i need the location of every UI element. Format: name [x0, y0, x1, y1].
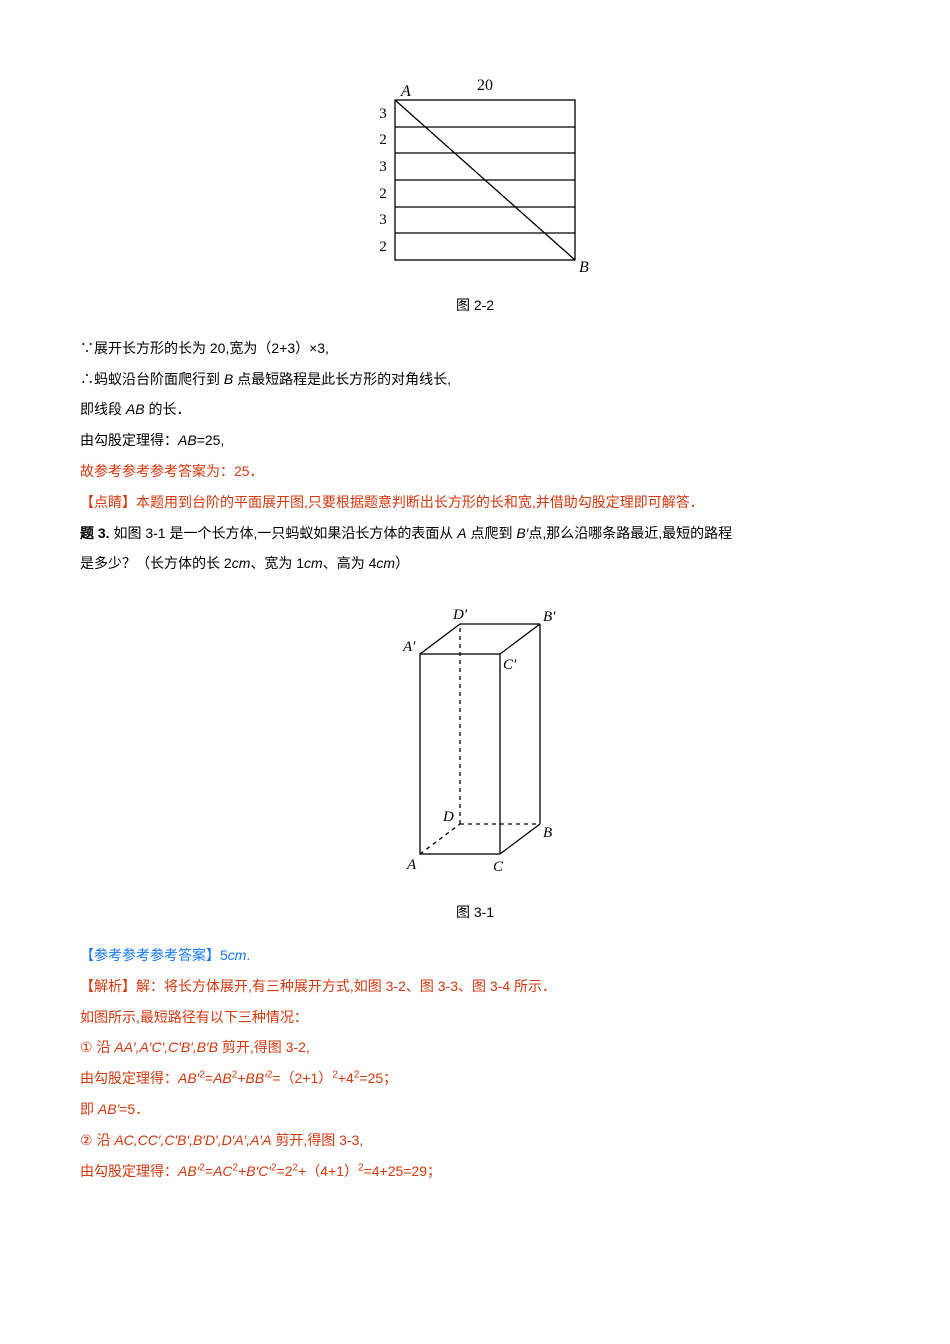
- fig2-row-1: 2: [379, 132, 387, 148]
- c2-eq1: =: [205, 1163, 213, 1179]
- c2-BpCp: B′C′: [246, 1163, 271, 1179]
- fig2-caption: 图 2-2: [80, 290, 870, 321]
- figure-3-1-svg: A B C D A′ B′ C′ D′: [365, 589, 585, 889]
- question-3: 题 3. 如图 3-1 是一个长方体,一只蚂蚁如果沿长方体的表面从 A 点爬到 …: [80, 518, 870, 549]
- l4-pre: 由勾股定理得：: [80, 432, 178, 448]
- l3-ab: AB: [126, 401, 145, 417]
- q3-d-pre: 是多少？（长方体的长 2: [80, 555, 232, 571]
- c2-tail2: +（4+1）: [298, 1163, 358, 1179]
- fig2-row-3: 2: [379, 186, 387, 202]
- fig2-row-0: 3: [379, 106, 387, 122]
- fig3-Ap: A′: [402, 639, 416, 655]
- line-2: ∴蚂蚁沿台阶面爬行到 B 点最短路程是此长方形的对角线长,: [80, 364, 870, 395]
- q3-d-mid: 、宽为 1: [250, 555, 304, 571]
- fig2-top-label: 20: [477, 77, 493, 94]
- case-1-res: 即 AB'=5．: [80, 1094, 870, 1125]
- q3-A: A: [457, 525, 466, 541]
- c2-ab1: AB′: [178, 1163, 199, 1179]
- q3-cm1: cm: [232, 555, 251, 571]
- fig3-A: A: [406, 857, 417, 873]
- q3-cm2: cm: [304, 555, 323, 571]
- q3-a: 如图 3-1 是一个长方体,一只蚂蚁如果沿长方体的表面从: [110, 525, 458, 541]
- l4-ab: AB: [178, 432, 197, 448]
- c2-AC: AC: [213, 1163, 232, 1179]
- c1-ab1: AB′: [178, 1070, 199, 1086]
- fig2-row-5: 2: [379, 239, 387, 255]
- fig3-D: D: [442, 809, 454, 825]
- c1-eq-pre: 由勾股定理得：: [80, 1070, 178, 1086]
- fig2-B: B: [579, 259, 589, 276]
- c1-tail3: =25；: [359, 1070, 397, 1086]
- l2-pre: ∴蚂蚁沿台阶面爬行到: [80, 371, 224, 387]
- case-2-eq: 由勾股定理得：AB′2=AC2+B′C′2=22+（4+1）2=4+25=29；: [80, 1156, 870, 1187]
- c1-num: ①: [80, 1032, 93, 1063]
- c1-tail2: +4: [338, 1070, 354, 1086]
- l2-b: B: [224, 371, 233, 387]
- fig2-row-4: 3: [379, 212, 387, 228]
- fig3-Cp: C′: [503, 657, 517, 673]
- l3-pre: 即线段: [80, 401, 126, 417]
- q3-b: 点爬到: [467, 525, 517, 541]
- c2-tail3: =4+25=29；: [364, 1163, 441, 1179]
- c1-AB: AB: [213, 1070, 232, 1086]
- c1-seg: AA′,A′C′,C′B′,B′B: [114, 1039, 218, 1055]
- line-5: 故参考参考参考答案为：25．: [80, 456, 870, 487]
- q3-c: 点,那么沿哪条路最近,最短的路程: [528, 525, 732, 541]
- c1-tail: =（2+1）: [272, 1070, 332, 1086]
- fig3-Dp: D′: [452, 607, 468, 623]
- c2-eq-pre: 由勾股定理得：: [80, 1163, 178, 1179]
- c1-plus1: +: [237, 1070, 245, 1086]
- line-6: 【点睛】本题用到台阶的平面展开图,只要根据题意判断出长方形的长和宽,并借助勾股定…: [80, 487, 870, 518]
- c1-b: 剪开,得图 3-2,: [218, 1039, 310, 1055]
- figure-2-2: 20 3 2 3 2 3 2 A B: [80, 70, 870, 280]
- line-3: 即线段 AB 的长．: [80, 394, 870, 425]
- fig2-row-2: 3: [379, 159, 387, 175]
- q3-cm3: cm: [376, 555, 395, 571]
- line-4: 由勾股定理得：AB=25,: [80, 425, 870, 456]
- solution-header: 【解析】解：将长方体展开,有三种展开方式,如图 3-2、图 3-3、图 3-4 …: [80, 971, 870, 1002]
- c2-seg: AC,CC′,C′B′,B′D′,D′A′,A′A: [114, 1132, 271, 1148]
- fig3-B: B: [543, 825, 552, 841]
- figure-3-1: A B C D A′ B′ C′ D′ 图 3-1: [80, 589, 870, 928]
- fig3-Bp: B′: [543, 609, 556, 625]
- l3-post: 的长．: [145, 401, 191, 417]
- c1-res-pre: 即: [80, 1101, 98, 1117]
- line-1: ∵展开长方形的长为 20,宽为（2+3）×3,: [80, 333, 870, 364]
- solution-l1: 如图所示,最短路径有以下三种情况：: [80, 1002, 870, 1033]
- c2-num: ②: [80, 1125, 93, 1156]
- fig3-C: C: [493, 859, 504, 875]
- case-1: ① 沿 AA′,A′C′,C′B′,B′B 剪开,得图 3-2,: [80, 1032, 870, 1063]
- fig2-A: A: [400, 83, 411, 100]
- q3-label: 题 3.: [80, 525, 110, 541]
- c2-a: 沿: [93, 1132, 115, 1148]
- case-2: ② 沿 AC,CC′,C′B′,B′D′,D′A′,A′A 剪开,得图 3-3,: [80, 1125, 870, 1156]
- q3-d-post: ）: [395, 555, 409, 571]
- c1-res-ab: AB': [98, 1101, 119, 1117]
- ans-pre: 【参考参考参考答案】5: [80, 947, 228, 963]
- l4-post: =25,: [197, 432, 225, 448]
- q3-d-mid2: 、高为 4: [323, 555, 377, 571]
- c1-a: 沿: [93, 1039, 115, 1055]
- case-1-eq: 由勾股定理得：AB′2=AB2+BB′2=（2+1）2+42=25；: [80, 1063, 870, 1094]
- c1-eq1: =: [205, 1070, 213, 1086]
- c2-b: 剪开,得图 3-3,: [271, 1132, 363, 1148]
- answer-line: 【参考参考参考答案】5cm.: [80, 940, 870, 971]
- l2-post: 点最短路程是此长方形的对角线长,: [233, 371, 451, 387]
- c2-tail1: =2: [277, 1163, 293, 1179]
- q3-Bp: B′: [516, 525, 528, 541]
- c1-res-post: =5．: [119, 1101, 149, 1117]
- ans-post: .: [246, 947, 250, 963]
- figure-2-2-svg: 20 3 2 3 2 3 2 A B: [345, 70, 605, 280]
- fig3-caption: 图 3-1: [80, 897, 870, 928]
- question-3b: 是多少？（长方体的长 2cm、宽为 1cm、高为 4cm）: [80, 548, 870, 579]
- ans-cm: cm: [228, 947, 247, 963]
- c1-BBp: BB′: [246, 1070, 267, 1086]
